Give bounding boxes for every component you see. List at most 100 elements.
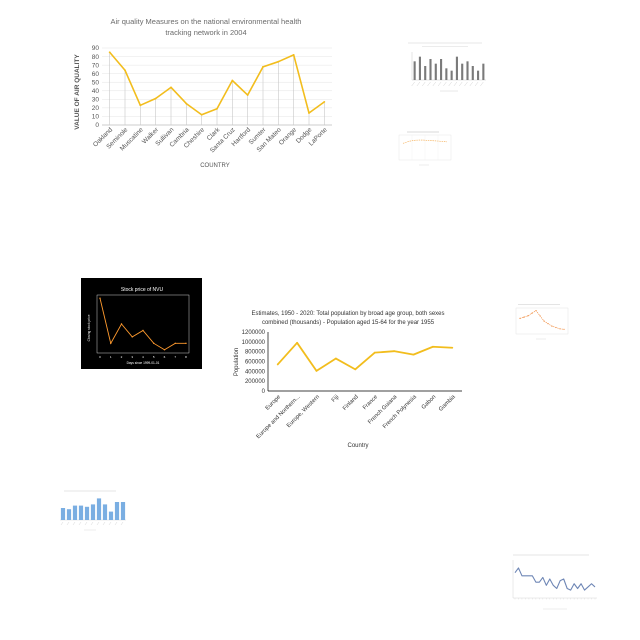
y-tick-label: 0: [95, 122, 99, 129]
data-point: [523, 316, 525, 318]
data-point: [535, 310, 537, 312]
bar-thumbnail-blue: [52, 488, 128, 532]
data-point: [539, 315, 541, 317]
x-tick-label-placeholder: [84, 521, 88, 526]
series-line: [109, 51, 325, 116]
bar: [434, 63, 437, 80]
data-point: [373, 351, 376, 354]
bar: [84, 506, 90, 520]
bar: [429, 59, 432, 80]
data-point: [170, 86, 172, 89]
bar: [96, 498, 102, 520]
x-tick-label-placeholder: [108, 521, 112, 526]
x-tick-label-placeholder: [96, 521, 100, 526]
y-axis-label: Closing stock price: [87, 314, 91, 341]
x-tick-label-placeholder: [459, 81, 463, 87]
data-point: [432, 345, 434, 348]
data-point: [200, 113, 203, 116]
x-tick-label-placeholder: [114, 521, 118, 526]
plot-area: [398, 134, 452, 166]
x-tick-label-placeholder: [437, 81, 442, 87]
x-tick-label: 5: [153, 355, 155, 359]
data-point: [555, 326, 557, 329]
series-line: [402, 139, 448, 144]
y-tick-label: 80: [92, 54, 100, 61]
bar: [102, 504, 108, 520]
bar: [477, 70, 480, 80]
y-tick-label: 40: [92, 88, 100, 95]
bar: [72, 505, 78, 520]
plot-area: [411, 52, 486, 92]
x-tick-label: 2: [121, 355, 123, 359]
data-point: [262, 65, 264, 68]
data-point: [519, 317, 521, 319]
bar: [424, 66, 427, 80]
bar: [440, 59, 443, 80]
population-chart: Estimates, 1950 - 2020: Total population…: [228, 305, 468, 450]
y-tick-label: 30: [92, 97, 100, 104]
bar: [471, 66, 474, 80]
x-tick-label-placeholder: [448, 81, 452, 87]
chart-title: Stock price of NVU: [121, 287, 164, 293]
bar-thumbnail-blue-svg: [60, 490, 126, 531]
x-tick-label: Orange: [278, 126, 299, 147]
data-point: [174, 342, 176, 345]
x-tick-label: 3: [131, 355, 133, 359]
series-line: [277, 341, 453, 372]
plot-area: [60, 498, 126, 531]
x-tick-label: 0: [99, 355, 101, 359]
x-tick-label-placeholder: [102, 521, 106, 526]
bar: [461, 63, 464, 80]
x-axis-label: COUNTRY: [200, 163, 230, 169]
y-tick-label: 90: [92, 45, 100, 52]
y-tick-label: 1000000: [242, 340, 266, 346]
x-tick-label-placeholder: [427, 81, 431, 87]
x-tick-label-placeholder: [464, 81, 468, 87]
line-thumbnail-dashed-svg: [515, 304, 569, 340]
stock-price-chart: Stock price of NVU Closing stock price D…: [81, 278, 202, 369]
data-point: [154, 97, 157, 100]
data-point: [315, 369, 318, 372]
data-point: [185, 102, 188, 105]
x-tick-label: Europe: [265, 394, 282, 411]
bar: [455, 56, 458, 80]
data-point: [551, 325, 553, 327]
y-tick-label: 10: [92, 114, 100, 121]
x-tick-label: France: [362, 394, 379, 411]
data-point: [124, 69, 126, 72]
data-point: [120, 323, 123, 325]
plot-area: 0 200000 400000 600000 800000 1000000 1200000 E…: [242, 330, 462, 440]
air-quality-chart: Air quality Measures on the national env…: [70, 12, 340, 172]
series-line: [519, 310, 565, 330]
bar: [450, 70, 453, 80]
x-tick-label: 6: [164, 355, 166, 359]
data-point: [412, 353, 415, 356]
data-point: [547, 323, 549, 325]
plot-area: 0 1 2 3 4 5 6 7 8: [96, 294, 190, 359]
data-point: [543, 320, 545, 322]
x-tick-label-placeholder: [480, 81, 484, 87]
plot-frame: [515, 307, 569, 335]
bar: [413, 61, 416, 80]
chart-title-line-2: tracking network in 2004: [165, 28, 246, 37]
x-tick-label: 8: [185, 355, 187, 359]
bar: [78, 505, 84, 520]
x-tick-label: Gabon: [421, 394, 438, 411]
line-thumbnail-dashed: [510, 302, 570, 342]
line-thumbnail-orange: [393, 130, 453, 168]
data-point: [292, 53, 295, 56]
data-point: [246, 94, 249, 96]
plot-area: 0102030405060708090OaklandSeminoleMuscat…: [92, 45, 332, 154]
bar: [60, 508, 66, 520]
bar: [418, 56, 421, 80]
data-point: [131, 336, 133, 338]
bar: [445, 68, 448, 80]
x-tick-label: Finland: [342, 394, 360, 412]
data-point: [308, 112, 310, 114]
data-point: [531, 312, 533, 314]
data-point: [163, 349, 166, 351]
y-axis-label: Population: [234, 348, 240, 376]
data-point: [563, 328, 565, 330]
x-tick-label: French Polynesia: [382, 394, 418, 430]
y-tick-label: 1200000: [242, 330, 266, 336]
